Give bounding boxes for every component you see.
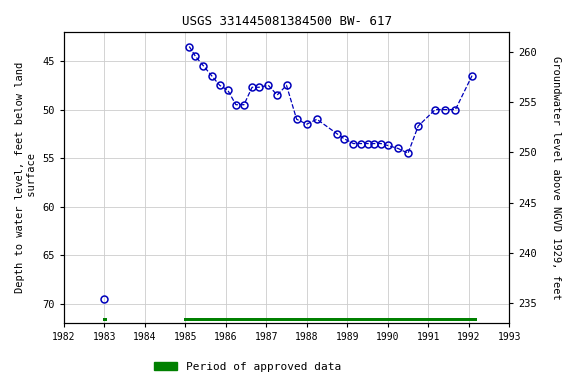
Bar xyxy=(103,318,107,321)
Title: USGS 331445081384500 BW- 617: USGS 331445081384500 BW- 617 xyxy=(181,15,392,28)
Bar xyxy=(184,318,477,321)
Legend: Period of approved data: Period of approved data xyxy=(150,358,345,377)
Y-axis label: Groundwater level above NGVD 1929, feet: Groundwater level above NGVD 1929, feet xyxy=(551,56,561,300)
Y-axis label: Depth to water level, feet below land
 surface: Depth to water level, feet below land su… xyxy=(15,62,37,293)
